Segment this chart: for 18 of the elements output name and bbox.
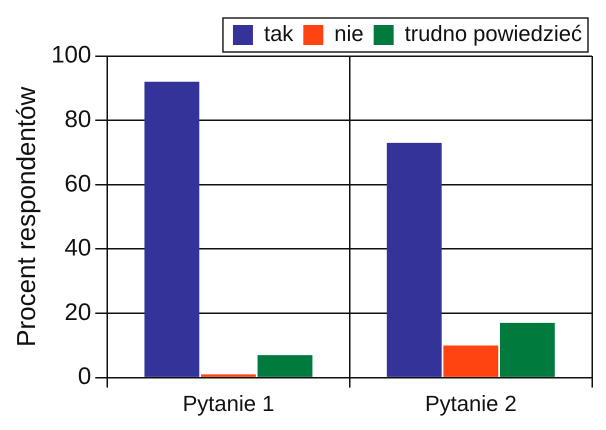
bar — [500, 322, 555, 377]
legend-label: trudno powiedzieć — [404, 21, 582, 46]
y-tick-label: 0 — [78, 363, 92, 390]
y-tick-label: 100 — [51, 42, 92, 69]
bar — [258, 355, 312, 377]
y-axis-title: Procent respondentów — [10, 86, 41, 347]
bar — [443, 345, 498, 377]
bar — [201, 374, 256, 377]
bar — [144, 82, 200, 377]
legend-label: tak — [264, 21, 294, 46]
y-tick-label: 80 — [64, 106, 92, 133]
x-tick-label: Pytanie 2 — [424, 390, 517, 416]
bar — [386, 142, 442, 377]
y-tick-label: 60 — [64, 170, 92, 198]
y-tick-label: 40 — [64, 234, 92, 262]
y-tick-label: 20 — [64, 298, 92, 326]
legend-label: nie — [334, 21, 364, 46]
x-tick-label: Pytanie 1 — [182, 390, 274, 416]
